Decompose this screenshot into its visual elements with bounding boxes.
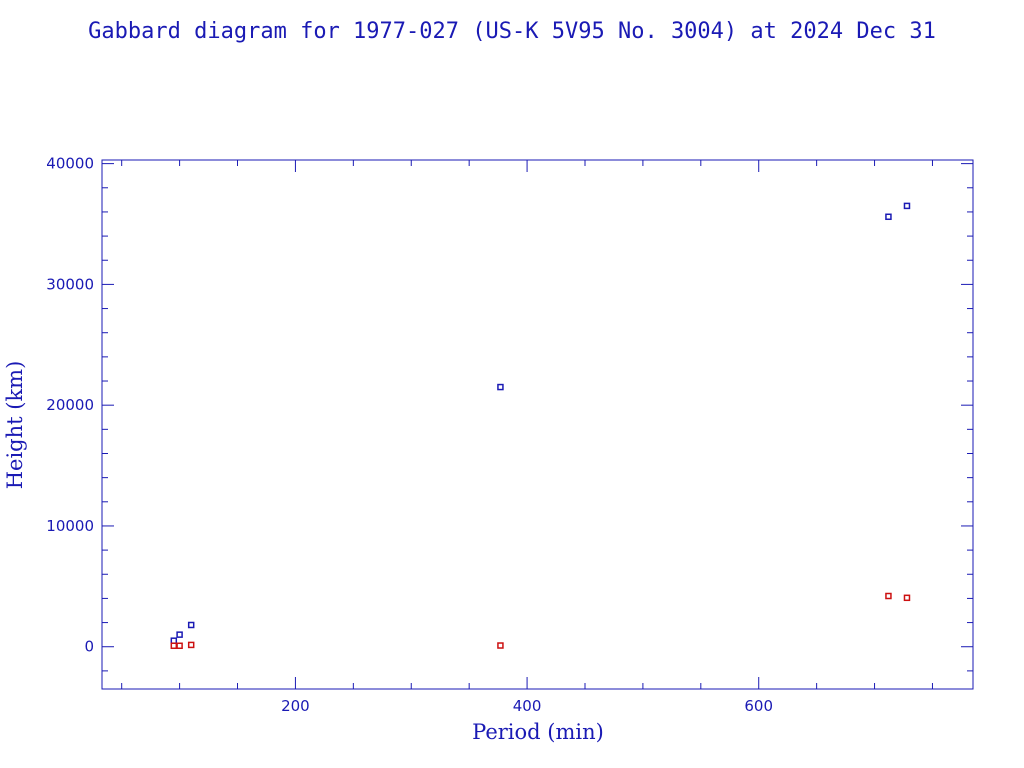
perigee-point xyxy=(170,642,178,650)
perigee-point xyxy=(497,642,504,649)
axis-ticks xyxy=(102,160,973,689)
apogee-point xyxy=(176,631,183,638)
apogee-point xyxy=(497,383,504,391)
perigee-point xyxy=(176,642,183,650)
apogee-point xyxy=(903,202,911,210)
x-axis-label: Period (min) xyxy=(472,720,604,744)
chart-title: Gabbard diagram for 1977-027 (US-K 5V95 … xyxy=(88,19,936,44)
x-tick-label: 200 xyxy=(281,697,310,715)
y-tick-label: 30000 xyxy=(46,275,94,293)
perigee-point xyxy=(187,641,195,649)
apogee-point xyxy=(187,621,195,629)
perigee-point xyxy=(903,594,911,602)
y-tick-label: 40000 xyxy=(46,155,94,173)
y-tick-label: 0 xyxy=(84,638,94,656)
apogee-point xyxy=(170,637,178,644)
axis-tick-labels: 200 400 600 0 10000 20000 30000 40000 xyxy=(46,155,773,715)
apogee-point xyxy=(885,213,892,221)
y-tick-label: 10000 xyxy=(46,517,94,535)
perigee-point xyxy=(885,592,892,600)
data-points xyxy=(170,202,911,650)
plot-frame xyxy=(101,159,974,690)
y-tick-label: 20000 xyxy=(46,396,94,414)
x-tick-label: 600 xyxy=(744,697,773,715)
x-tick-label: 400 xyxy=(513,697,542,715)
y-axis-label: Height (km) xyxy=(3,361,27,490)
